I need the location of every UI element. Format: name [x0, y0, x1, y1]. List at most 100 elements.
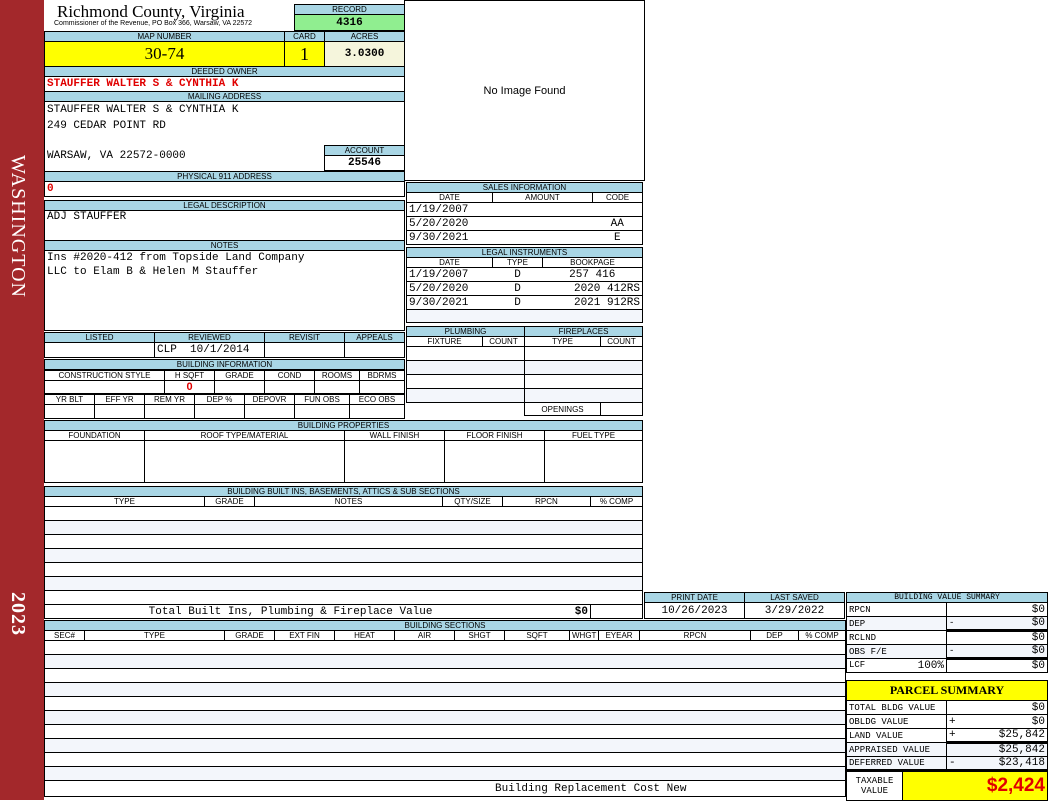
physical-address: 0	[44, 181, 405, 197]
fireplaces-label: FIREPLACES	[524, 326, 643, 337]
col-dep-pct: DEP %	[194, 394, 245, 405]
no-image-text: No Image Found	[483, 84, 566, 97]
district-sidebar: WASHINGTON 2023	[0, 0, 44, 800]
col-header: RPCN	[639, 630, 751, 641]
col-header: TYPE	[84, 630, 225, 641]
owner-label: DEEDED OWNER	[44, 66, 405, 77]
hsqft-value: 0	[164, 380, 215, 394]
instrument-row: 5/20/2020 D 2020 412RS	[406, 281, 643, 296]
col-amount: AMOUNT	[492, 192, 593, 203]
col-header: WHGT	[569, 630, 599, 641]
col-bookpage: BOOKPAGE	[542, 257, 643, 268]
legal-description: ADJ STAUFFER	[44, 210, 405, 241]
col-fuel-type: FUEL TYPE	[544, 430, 643, 441]
replacement-cost-label: Building Replacement Cost New	[44, 780, 846, 797]
col-type: TYPE	[492, 257, 543, 268]
col-header: SHGT	[454, 630, 505, 641]
col-notes: NOTES	[254, 496, 443, 507]
col-header: HEAT	[334, 630, 395, 641]
account-number: 25546	[324, 155, 405, 171]
plumbing-label: PLUMBING	[405, 326, 526, 337]
col-header: EXT FIN	[274, 630, 335, 641]
instruments-label: LEGAL INSTRUMENTS	[406, 247, 643, 258]
notes-label: NOTES	[44, 240, 405, 251]
building-properties: BUILDING PROPERTIES FOUNDATION ROOF TYPE/…	[44, 420, 643, 483]
instrument-row: 1/19/2007 D 257 416	[406, 267, 643, 282]
parcel-row: DEFERRED VALUE - $23,418	[846, 756, 1048, 771]
col-eco-obs: ECO OBS	[349, 394, 405, 405]
col-construction-style: CONSTRUCTION STYLE	[44, 370, 165, 381]
col-comp: % COMP	[590, 496, 643, 507]
col-yr-blt: YR BLT	[44, 394, 95, 405]
col-rooms: ROOMS	[314, 370, 360, 381]
builtins-label: BUILDING BUILT INS, BASEMENTS, ATTICS & …	[44, 486, 643, 497]
col-header: SQFT	[504, 630, 570, 641]
properties-label: BUILDING PROPERTIES	[44, 420, 643, 431]
bvs-row: OBS F/E - $0	[846, 644, 1048, 659]
acres-label: ACRES	[324, 31, 405, 42]
col-count: COUNT	[481, 336, 526, 347]
card-number: 1	[284, 41, 325, 67]
acres-value: 3.0300	[324, 41, 405, 67]
map-label: MAP NUMBER	[44, 31, 285, 42]
mailing-line3: WARSAW, VA 22572-0000	[47, 150, 186, 162]
print-date-label: PRINT DATE	[644, 592, 745, 603]
col-cond: COND	[264, 370, 315, 381]
card-label: CARD	[284, 31, 325, 42]
col-header: DEP	[750, 630, 799, 641]
taxable-value: $2,424	[902, 769, 1048, 801]
col-floor-finish: FLOOR FINISH	[444, 430, 545, 441]
reviewed-label: REVIEWED	[154, 332, 265, 343]
parcel-row: LAND VALUE + $25,842	[846, 728, 1048, 743]
legal-section: LEGAL DESCRIPTION ADJ STAUFFER NOTES Ins…	[44, 200, 405, 331]
record-number: 4316	[294, 14, 405, 31]
physical-label: PHYSICAL 911 ADDRESS	[44, 171, 405, 182]
col-wall-finish: WALL FINISH	[344, 430, 445, 441]
appeals-label: APPEALS	[344, 332, 405, 343]
sale-row: 1/19/2007	[406, 202, 643, 217]
col-fun-obs: FUN OBS	[294, 394, 350, 405]
col-header: EYEAR	[598, 630, 640, 641]
owner-name: STAUFFER WALTER S & CYNTHIA K	[44, 76, 405, 92]
bvs-row: LCF 100% $0	[846, 657, 1048, 673]
col-header: AIR	[394, 630, 455, 641]
legal-instruments: LEGAL INSTRUMENTS DATE TYPE BOOKPAGE 1/19/…	[406, 247, 643, 323]
notes-line1: Ins #2020-412 from Topside Land Company	[47, 252, 305, 264]
sale-row: 5/20/2020 AA	[406, 216, 643, 231]
bvs-row: RCLND $0	[846, 629, 1048, 645]
parcel-row: APPRAISED VALUE $25,842	[846, 741, 1048, 757]
col-header: SEC#	[44, 630, 85, 641]
col-header: % COMP	[798, 630, 846, 641]
instrument-row: 9/30/2021 D 2021 912RS	[406, 295, 643, 310]
col-fixture: FIXTURE	[406, 336, 483, 347]
parcel-summary-title: PARCEL SUMMARY	[846, 680, 1048, 701]
reviewer: CLP	[157, 344, 177, 356]
built-ins: BUILDING BUILT INS, BASEMENTS, ATTICS & …	[44, 486, 643, 619]
map-row: MAP NUMBER CARD ACRES 30-74 1 3.0300	[44, 31, 405, 67]
dates-box: PRINT DATE LAST SAVED 10/26/2023 3/29/2022	[644, 592, 845, 619]
col-rpcn: RPCN	[502, 496, 591, 507]
record-box: RECORD 4316	[294, 4, 405, 31]
listed-label: LISTED	[44, 332, 155, 343]
plumbing-fireplaces: PLUMBING FIREPLACES FIXTURE COUNT TYPE COUNT…	[405, 326, 643, 416]
building-info-label: BUILDING INFORMATION	[44, 359, 405, 370]
map-number: 30-74	[44, 41, 285, 67]
parcel-row: OBLDG VALUE + $0	[846, 714, 1048, 729]
revisit-value	[264, 342, 345, 358]
col-date: DATE	[406, 192, 493, 203]
col-bdrms: BDRMS	[359, 370, 405, 381]
account-label: ACCOUNT	[324, 145, 405, 156]
sale-row: 9/30/2021 E	[406, 230, 643, 245]
col-date: DATE	[406, 257, 493, 268]
tax-year: 2023	[7, 592, 29, 636]
col-rem-yr: REM YR	[144, 394, 195, 405]
col-type: TYPE	[44, 496, 205, 507]
last-saved-date: 3/29/2022	[744, 602, 845, 619]
review-row: LISTED REVIEWED REVISIT APPEALS CLP 10/1/20…	[44, 332, 405, 358]
taxable-label: VALUE	[860, 786, 888, 796]
parcel-summary: PARCEL SUMMARY TOTAL BLDG VALUE $0 OBLDG …	[846, 680, 1048, 801]
revisit-label: REVISIT	[264, 332, 345, 343]
col-hsqft: H SQFT	[164, 370, 215, 381]
notes-line2: LLC to Elam B & Helen M Stauffer	[47, 266, 259, 278]
building-value-summary: BUILDING VALUE SUMMARY RPCN $0 DEP - $0 RCL…	[846, 592, 1048, 673]
